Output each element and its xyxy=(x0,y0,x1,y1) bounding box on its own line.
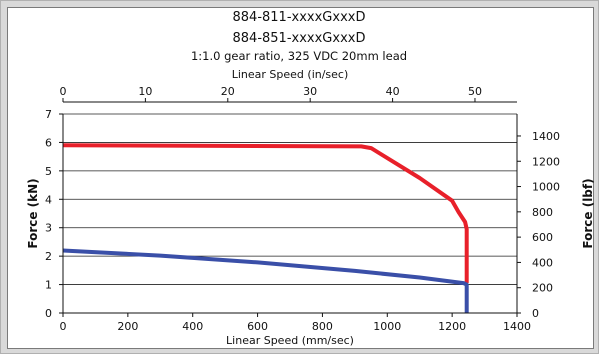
x-tick-label: 1200 xyxy=(438,320,466,333)
x2-tick-label: 20 xyxy=(221,85,235,98)
chart-titles: 884-811-xxxxGxxxD 884-851-xxxxGxxxD 1:1.0 … xyxy=(191,10,407,63)
chart-title-line: 1:1.0 gear ratio, 325 VDC 20mm lead xyxy=(191,49,407,63)
chart-title-line: 884-851-xxxxGxxxD xyxy=(233,31,366,46)
y-tick-label: 2 xyxy=(45,250,52,263)
x-axis-label: Linear Speed (mm/sec) xyxy=(226,334,354,347)
y-axis-label: Force (kN) xyxy=(26,178,40,248)
y2-tick-label: 800 xyxy=(532,206,553,219)
y2-tick-label: 1200 xyxy=(532,155,560,168)
y2-tick-label: 1000 xyxy=(532,181,560,194)
x2-tick-label: 50 xyxy=(468,85,482,98)
y-tick-label: 7 xyxy=(45,108,52,121)
y2-tick-label: 400 xyxy=(532,256,553,269)
x-tick-label: 0 xyxy=(60,320,67,333)
y-tick-label: 6 xyxy=(45,136,52,149)
x2-tick-label: 0 xyxy=(60,85,67,98)
x-tick-label: 600 xyxy=(247,320,268,333)
x2-tick-label: 40 xyxy=(386,85,400,98)
series-layer xyxy=(62,143,469,313)
chart-title-line: 884-811-xxxxGxxxD xyxy=(233,10,366,25)
x2-axis-label: Linear Speed (in/sec) xyxy=(232,68,349,81)
series-line xyxy=(62,248,469,313)
x-tick-label: 400 xyxy=(182,320,203,333)
y2-tick-label: 0 xyxy=(532,307,539,320)
y2-axis-label: Force (lbf) xyxy=(581,178,595,248)
x-tick-label: 200 xyxy=(117,320,138,333)
y-tick-label: 0 xyxy=(45,307,52,320)
y-tick-label: 3 xyxy=(45,222,52,235)
y-tick-label: 1 xyxy=(45,279,52,292)
x-tick-label: 1000 xyxy=(373,320,401,333)
x2-tick-label: 30 xyxy=(303,85,317,98)
chart-panel xyxy=(7,7,594,349)
y2-tick-label: 200 xyxy=(532,282,553,295)
y-tick-label: 5 xyxy=(45,165,52,178)
y2-tick-label: 600 xyxy=(532,231,553,244)
x-tick-label: 1400 xyxy=(503,320,531,333)
series-line xyxy=(62,143,469,284)
y2-tick-label: 1400 xyxy=(532,130,560,143)
x-tick-label: 800 xyxy=(312,320,333,333)
y-tick-label: 4 xyxy=(45,193,52,206)
x2-tick-label: 10 xyxy=(138,85,152,98)
grid-lines xyxy=(63,113,517,314)
